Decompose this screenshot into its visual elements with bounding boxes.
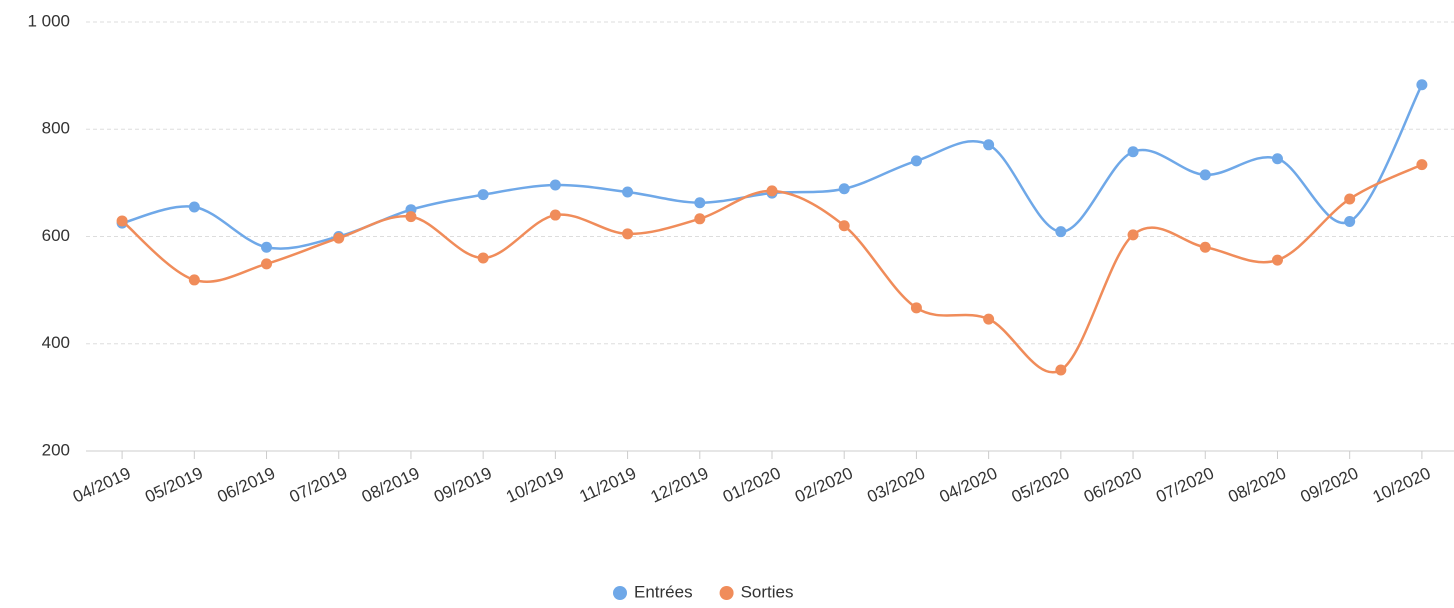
point	[549, 179, 561, 191]
x-tick-label: 10/2020	[1370, 463, 1434, 506]
x-tick-label: 02/2020	[792, 463, 856, 506]
point	[549, 209, 561, 221]
x-tick-label: 11/2019	[577, 463, 640, 506]
y-tick-label: 1 000	[27, 11, 70, 30]
x-tick-label: 03/2020	[864, 463, 928, 506]
x-tick-label: 08/2019	[359, 463, 423, 506]
x-tick-label: 05/2019	[142, 463, 206, 506]
point	[1271, 153, 1283, 165]
x-tick-label: 06/2019	[214, 463, 278, 506]
legend-swatch	[719, 586, 734, 600]
x-tick-label: 04/2019	[70, 463, 134, 506]
point	[983, 139, 995, 151]
point	[910, 155, 922, 167]
point	[1127, 146, 1139, 158]
y-tick-label: 800	[42, 119, 70, 138]
x-tick-label: 04/2020	[936, 463, 1000, 506]
point	[766, 185, 778, 197]
x-tick-label: 06/2020	[1081, 463, 1145, 506]
point	[188, 201, 200, 213]
point	[838, 220, 850, 232]
x-tick-label: 01/2020	[720, 463, 784, 506]
series-line	[121, 84, 1423, 250]
point	[1055, 226, 1067, 238]
point	[1344, 193, 1356, 205]
point	[261, 258, 273, 270]
point	[1344, 215, 1356, 227]
legend-label: Entrées	[634, 582, 693, 601]
point	[1416, 79, 1428, 91]
point	[1199, 169, 1211, 181]
y-tick-label: 200	[42, 440, 70, 459]
point	[477, 252, 489, 264]
series-line	[121, 163, 1423, 374]
x-tick-label: 07/2019	[287, 463, 351, 506]
point	[405, 211, 417, 223]
x-tick-label: 09/2020	[1298, 463, 1362, 506]
point	[910, 302, 922, 314]
point	[116, 215, 128, 227]
point	[983, 313, 995, 325]
point	[188, 274, 200, 286]
legend-label: Sorties	[741, 582, 794, 601]
point	[1199, 241, 1211, 253]
point	[694, 213, 706, 225]
x-tick-label: 08/2020	[1225, 463, 1289, 506]
x-tick-label: 10/2019	[503, 463, 567, 506]
point	[622, 228, 634, 240]
point	[1271, 254, 1283, 266]
y-tick-label: 400	[42, 333, 70, 352]
point	[838, 183, 850, 195]
point	[477, 189, 489, 201]
point	[622, 186, 634, 198]
point	[333, 232, 345, 244]
legend-swatch	[613, 586, 627, 600]
x-tick-label: 12/2019	[648, 463, 712, 506]
x-tick-label: 05/2020	[1009, 463, 1073, 506]
point	[1127, 229, 1139, 241]
point	[1416, 159, 1428, 171]
point	[694, 197, 706, 209]
x-tick-label: 09/2019	[431, 463, 495, 506]
y-tick-label: 600	[42, 226, 70, 245]
point	[261, 241, 273, 253]
point	[1055, 364, 1067, 376]
x-tick-label: 07/2020	[1153, 463, 1217, 506]
